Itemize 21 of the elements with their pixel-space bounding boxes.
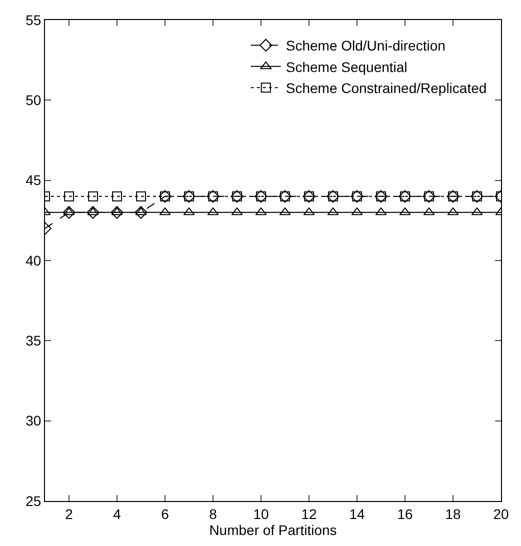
x-tick-label: 16: [397, 506, 413, 522]
x-tick-label: 4: [113, 506, 122, 522]
y-tick-label: 30: [26, 412, 42, 429]
x-tick-label: 18: [445, 506, 461, 522]
y-tick-label: 50: [26, 92, 42, 108]
y-tick-label: 45: [26, 172, 42, 188]
legend-label: Scheme Constrained/Replicated: [286, 80, 487, 96]
x-tick-label: 14: [349, 506, 365, 522]
x-tick-label: 10: [253, 506, 269, 522]
y-tick-label: 35: [26, 332, 42, 349]
x-tick-label: 12: [301, 506, 317, 522]
x-tick-label: 8: [209, 506, 218, 522]
x-axis-title: Number of Partitions: [209, 522, 337, 538]
legend-label: Scheme Sequential: [286, 58, 408, 75]
legend-label: Scheme Old/Uni-direction: [286, 38, 446, 54]
x-tick-label: 2: [65, 506, 74, 522]
y-tick-label: 40: [26, 252, 42, 268]
x-tick-label: 20: [493, 506, 509, 522]
y-tick-label: 25: [26, 492, 42, 509]
y-tick-label: 55: [26, 12, 42, 28]
x-tick-label: 6: [161, 506, 170, 522]
